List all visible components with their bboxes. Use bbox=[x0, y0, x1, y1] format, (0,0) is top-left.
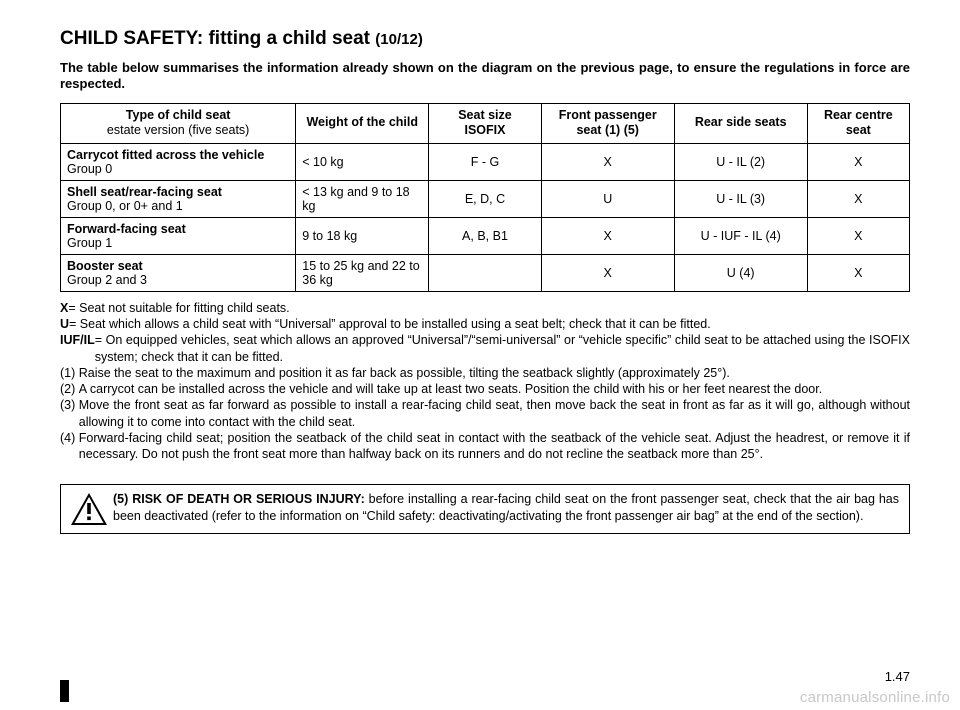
legend-val: = On equipped vehicles, seat which allow… bbox=[95, 332, 910, 365]
legend-key: U bbox=[60, 317, 69, 331]
seat-type-name: Forward-facing seat bbox=[67, 222, 289, 236]
page: CHILD SAFETY: fitting a child seat (10/1… bbox=[0, 0, 960, 710]
cell-type: Forward-facing seat Group 1 bbox=[61, 217, 296, 254]
page-number: 1.47 bbox=[885, 669, 910, 684]
legend-val: Forward-facing child seat; position the … bbox=[79, 430, 910, 463]
header-centre: Rear centre seat bbox=[807, 103, 909, 143]
cell-front: X bbox=[541, 143, 674, 180]
cell-type: Carrycot fitted across the vehicle Group… bbox=[61, 143, 296, 180]
legend-note-3: (3) Move the front seat as far forward a… bbox=[60, 397, 910, 430]
seat-type-group: Group 0 bbox=[67, 162, 112, 176]
warning-text: (5) RISK OF DEATH OR SERIOUS INJURY: bef… bbox=[113, 491, 899, 524]
table-row: Booster seat Group 2 and 3 15 to 25 kg a… bbox=[61, 254, 910, 291]
legend-val: Raise the seat to the maximum and positi… bbox=[79, 365, 910, 381]
header-weight: Weight of the child bbox=[296, 103, 429, 143]
legend-iuf: IUF/IL = On equipped vehicles, seat whic… bbox=[60, 332, 910, 365]
cell-isofix: F - G bbox=[429, 143, 542, 180]
seat-type-name: Carrycot fitted across the vehicle bbox=[67, 148, 289, 162]
cell-side: U - IUF - IL (4) bbox=[674, 217, 807, 254]
header-front: Front passenger seat (1) (5) bbox=[541, 103, 674, 143]
cell-weight: 15 to 25 kg and 22 to 36 kg bbox=[296, 254, 429, 291]
legend-val: = Seat not suitable for fitting child se… bbox=[68, 300, 910, 316]
cell-front: X bbox=[541, 254, 674, 291]
legend: X = Seat not suitable for fitting child … bbox=[60, 300, 910, 463]
table-header-row: Type of child seat estate version (five … bbox=[61, 103, 910, 143]
cell-front: X bbox=[541, 217, 674, 254]
seat-type-name: Shell seat/rear-facing seat bbox=[67, 185, 289, 199]
intro-text: The table below summarises the informati… bbox=[60, 60, 910, 93]
header-isofix-l2: ISOFIX bbox=[464, 123, 505, 137]
warning-lead: (5) RISK OF DEATH OR SERIOUS INJURY: bbox=[113, 492, 365, 506]
cell-centre: X bbox=[807, 217, 909, 254]
legend-key: IUF/IL bbox=[60, 333, 95, 347]
seat-type-group: Group 2 and 3 bbox=[67, 273, 147, 287]
legend-note-2: (2) A carrycot can be installed across t… bbox=[60, 381, 910, 397]
table-row: Carrycot fitted across the vehicle Group… bbox=[61, 143, 910, 180]
header-type-main: Type of child seat bbox=[126, 108, 231, 122]
cell-isofix: A, B, B1 bbox=[429, 217, 542, 254]
cell-centre: X bbox=[807, 143, 909, 180]
header-isofix-l1: Seat size bbox=[458, 108, 512, 122]
cell-isofix bbox=[429, 254, 542, 291]
cell-centre: X bbox=[807, 254, 909, 291]
warning-box: (5) RISK OF DEATH OR SERIOUS INJURY: bef… bbox=[60, 484, 910, 534]
table-row: Forward-facing seat Group 1 9 to 18 kg A… bbox=[61, 217, 910, 254]
legend-val: = Seat which allows a child seat with “U… bbox=[69, 316, 910, 332]
legend-key: X bbox=[60, 301, 68, 315]
legend-val: Move the front seat as far forward as po… bbox=[79, 397, 910, 430]
cell-front: U bbox=[541, 180, 674, 217]
cell-isofix: E, D, C bbox=[429, 180, 542, 217]
title-sub: (10/12) bbox=[375, 31, 423, 48]
cell-type: Booster seat Group 2 and 3 bbox=[61, 254, 296, 291]
seat-type-name: Booster seat bbox=[67, 259, 289, 273]
legend-note-4: (4) Forward-facing child seat; position … bbox=[60, 430, 910, 463]
table-row: Shell seat/rear-facing seat Group 0, or … bbox=[61, 180, 910, 217]
legend-key: (3) bbox=[60, 397, 79, 430]
cell-weight: < 13 kg and 9 to 18 kg bbox=[296, 180, 429, 217]
page-title: CHILD SAFETY: fitting a child seat (10/1… bbox=[60, 28, 910, 50]
cell-side: U - IL (3) bbox=[674, 180, 807, 217]
legend-key: (1) bbox=[60, 365, 79, 381]
cell-side: U (4) bbox=[674, 254, 807, 291]
legend-x: X = Seat not suitable for fitting child … bbox=[60, 300, 910, 316]
title-main: CHILD SAFETY: fitting a child seat bbox=[60, 28, 375, 49]
header-type: Type of child seat estate version (five … bbox=[61, 103, 296, 143]
cell-weight: < 10 kg bbox=[296, 143, 429, 180]
legend-u: U = Seat which allows a child seat with … bbox=[60, 316, 910, 332]
cell-centre: X bbox=[807, 180, 909, 217]
header-isofix: Seat size ISOFIX bbox=[429, 103, 542, 143]
binder-mark bbox=[60, 680, 69, 702]
header-type-sub: estate version (five seats) bbox=[67, 123, 289, 139]
watermark: carmanualsonline.info bbox=[800, 689, 950, 706]
header-side: Rear side seats bbox=[674, 103, 807, 143]
cell-weight: 9 to 18 kg bbox=[296, 217, 429, 254]
child-seat-table: Type of child seat estate version (five … bbox=[60, 103, 910, 292]
legend-val: A carrycot can be installed across the v… bbox=[79, 381, 910, 397]
cell-type: Shell seat/rear-facing seat Group 0, or … bbox=[61, 180, 296, 217]
seat-type-group: Group 0, or 0+ and 1 bbox=[67, 199, 183, 213]
legend-note-1: (1) Raise the seat to the maximum and po… bbox=[60, 365, 910, 381]
legend-key: (2) bbox=[60, 381, 79, 397]
legend-key: (4) bbox=[60, 430, 79, 463]
warning-icon bbox=[69, 491, 113, 527]
seat-type-group: Group 1 bbox=[67, 236, 112, 250]
cell-side: U - IL (2) bbox=[674, 143, 807, 180]
